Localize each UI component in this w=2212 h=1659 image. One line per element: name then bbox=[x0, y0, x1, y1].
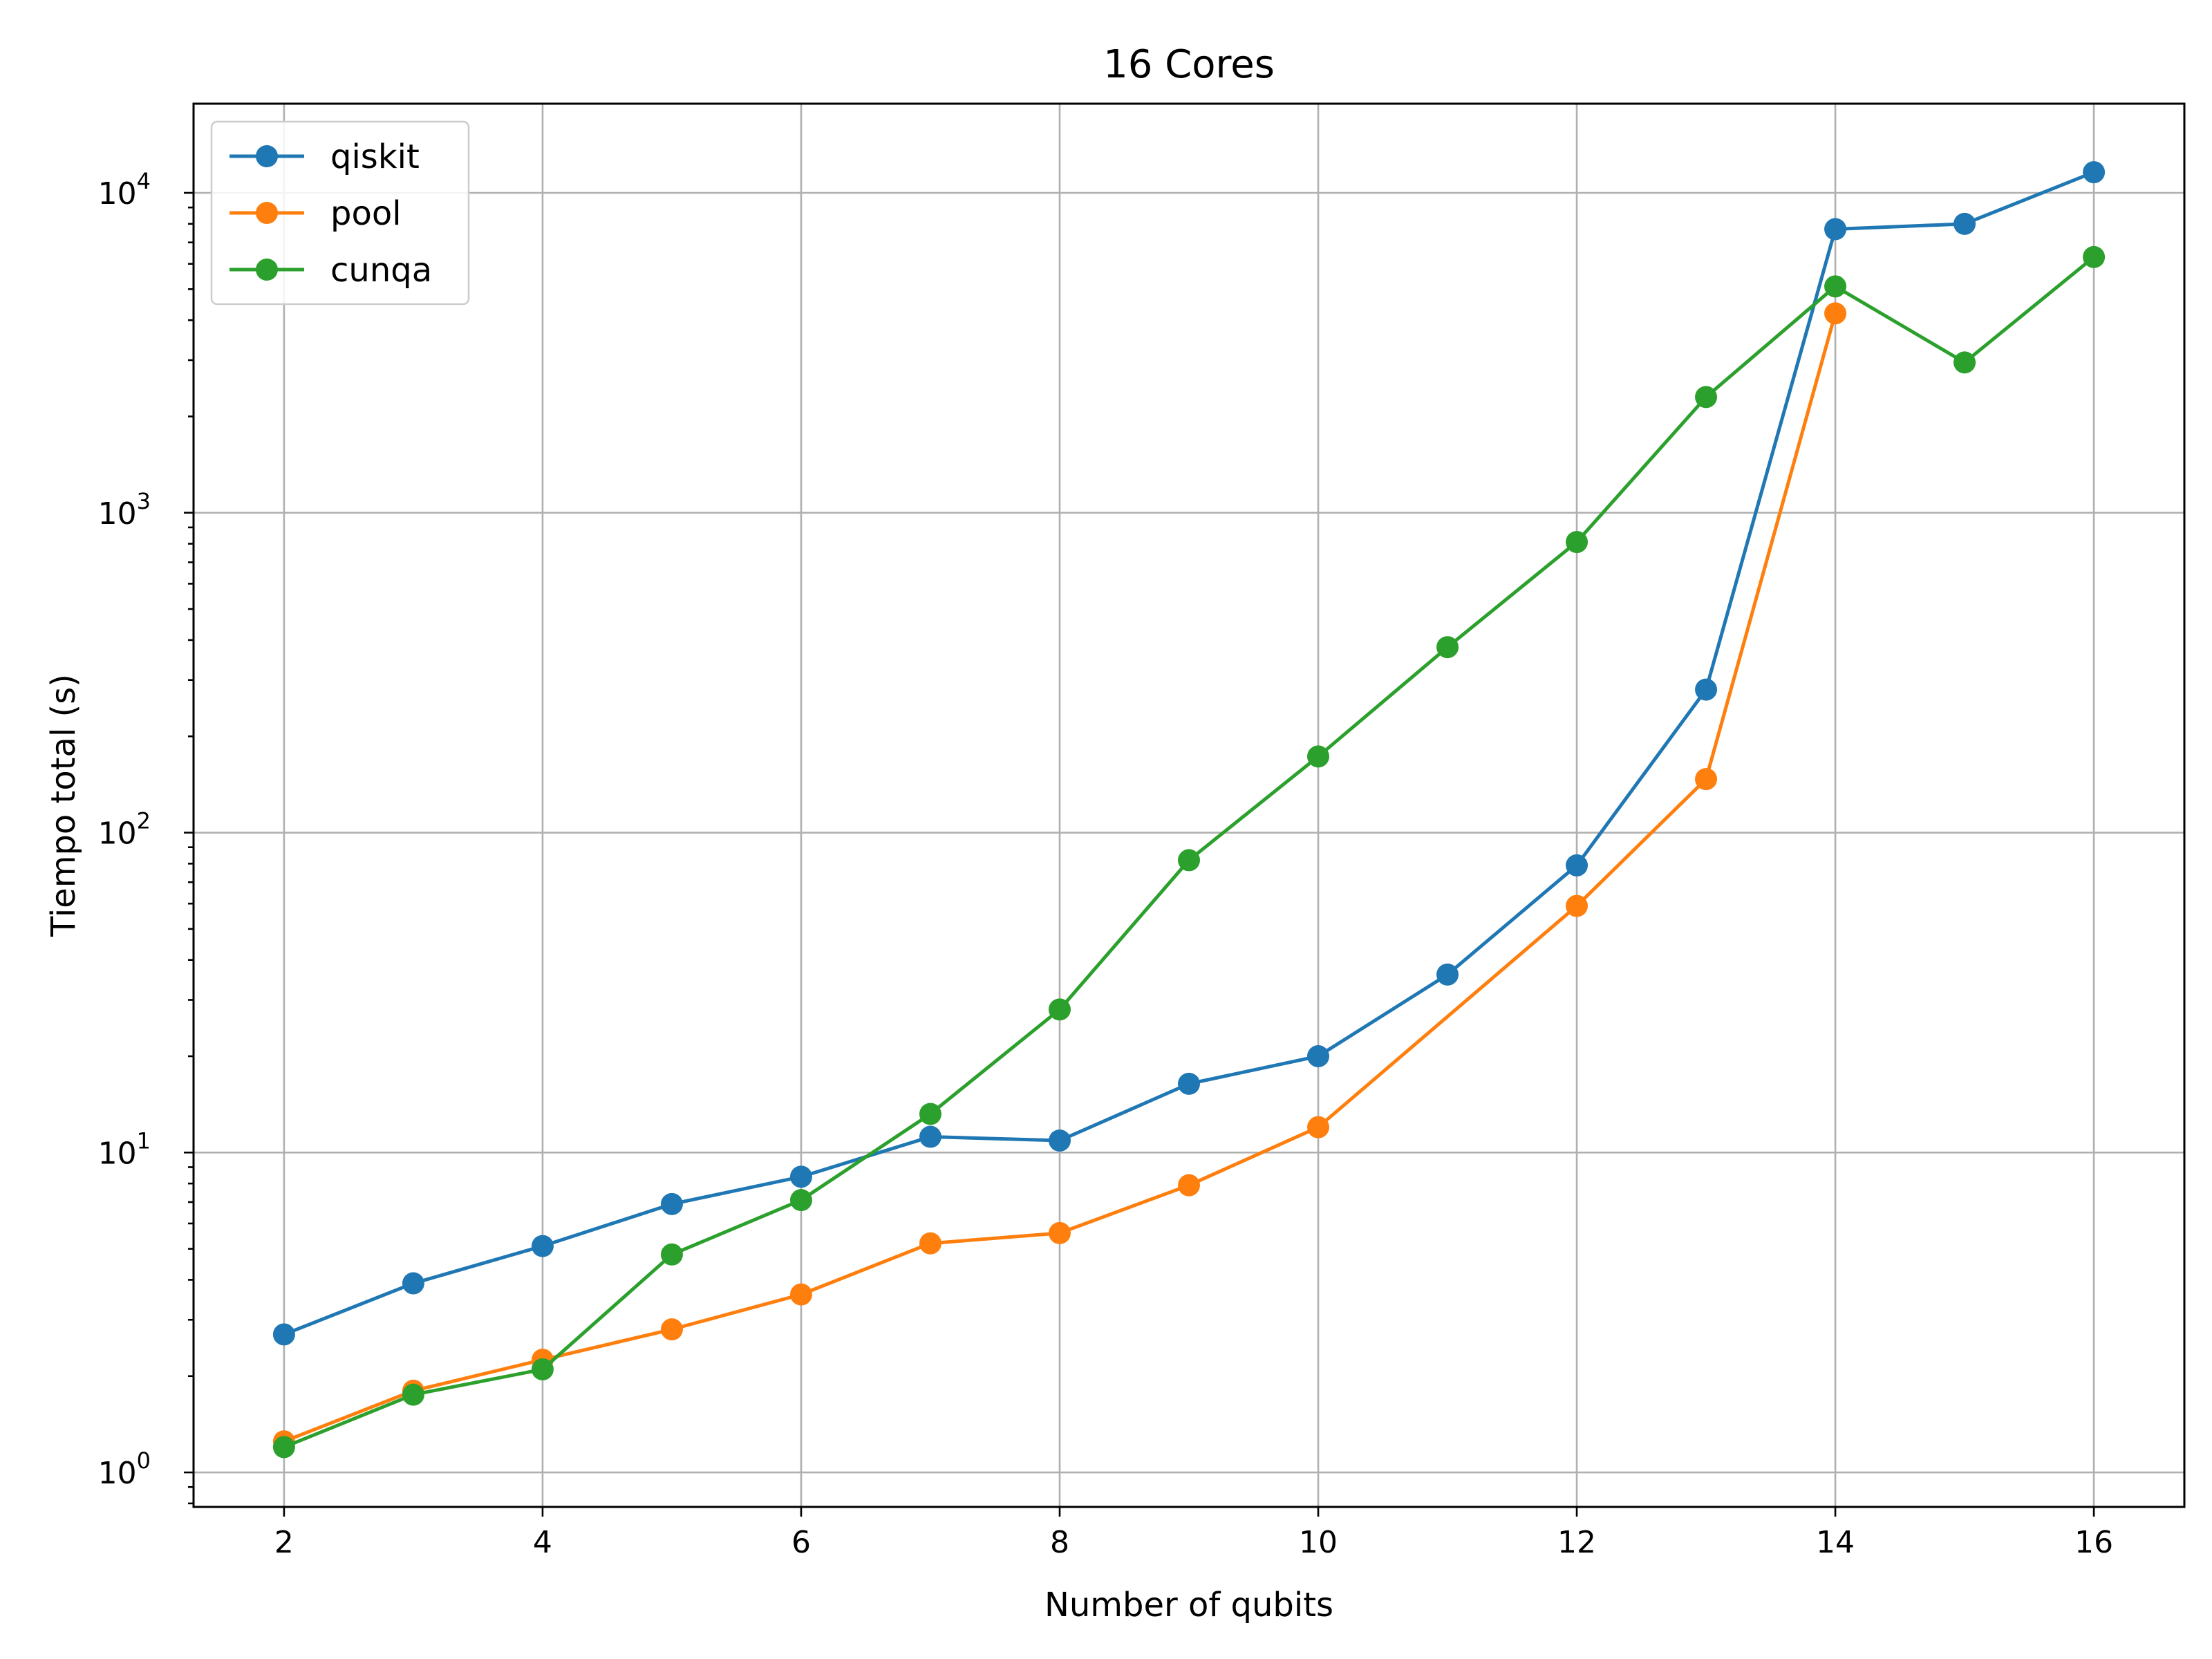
x-tick-label: 16 bbox=[2074, 1525, 2113, 1560]
series-cunqa bbox=[272, 245, 2106, 1459]
chart-title: 16 Cores bbox=[1103, 42, 1275, 87]
y-tick-label: 104 bbox=[98, 168, 151, 212]
data-point-qiskit bbox=[919, 1125, 941, 1148]
data-point-pool bbox=[660, 1318, 683, 1341]
data-point-cunqa bbox=[1307, 745, 1330, 768]
data-point-qiskit bbox=[531, 1235, 554, 1257]
y-tick-base: 10 bbox=[98, 176, 137, 212]
legend-label: qiskit bbox=[330, 138, 420, 176]
legend-item-qiskit: qiskit bbox=[229, 138, 420, 176]
data-point-cunqa bbox=[2083, 245, 2106, 268]
legend-item-pool: pool bbox=[229, 194, 402, 233]
y-tick-base: 10 bbox=[98, 1136, 137, 1171]
data-point-cunqa bbox=[1953, 351, 1976, 374]
data-point-qiskit bbox=[1953, 212, 1976, 235]
data-point-qiskit bbox=[660, 1192, 683, 1215]
data-point-qiskit bbox=[2083, 161, 2106, 184]
data-point-qiskit bbox=[1566, 854, 1588, 877]
grid-lines bbox=[194, 104, 2184, 1507]
plot-frame bbox=[192, 102, 2186, 1508]
data-point-cunqa bbox=[1178, 849, 1200, 872]
series-layer bbox=[272, 161, 2106, 1459]
y-tick-base: 10 bbox=[98, 496, 137, 532]
x-tick-label: 12 bbox=[1557, 1525, 1596, 1560]
y-tick-exponent: 1 bbox=[137, 1127, 151, 1154]
data-point-pool bbox=[1307, 1116, 1330, 1138]
data-point-pool bbox=[1824, 302, 1847, 325]
data-point-pool bbox=[919, 1232, 941, 1255]
data-point-qiskit bbox=[1048, 1129, 1071, 1152]
legend-box bbox=[210, 120, 470, 306]
x-tick-label: 8 bbox=[1050, 1525, 1069, 1560]
y-tick-base: 10 bbox=[98, 1456, 137, 1491]
x-tick-label: 2 bbox=[274, 1525, 294, 1560]
y-axis-label: Tiempo total (s) bbox=[44, 674, 83, 937]
x-tick-label: 14 bbox=[1816, 1525, 1855, 1560]
data-point-qiskit bbox=[1178, 1072, 1200, 1095]
data-point-qiskit bbox=[402, 1272, 424, 1295]
data-point-cunqa bbox=[402, 1383, 424, 1406]
data-point-cunqa bbox=[660, 1243, 683, 1266]
data-point-cunqa bbox=[789, 1189, 812, 1212]
data-point-pool bbox=[1566, 894, 1588, 917]
y-tick-exponent: 4 bbox=[137, 168, 151, 194]
y-tick-label: 100 bbox=[98, 1447, 151, 1491]
legend-swatch-marker bbox=[256, 259, 278, 281]
y-tick-exponent: 0 bbox=[137, 1447, 151, 1474]
series-line-qiskit bbox=[283, 170, 2095, 1336]
data-point-cunqa bbox=[1824, 275, 1847, 298]
y-tick-label: 103 bbox=[98, 488, 151, 532]
y-tick-label: 102 bbox=[98, 808, 151, 852]
y-tick-exponent: 2 bbox=[137, 808, 151, 834]
data-point-cunqa bbox=[1566, 531, 1588, 554]
series-line-pool bbox=[283, 312, 1837, 1443]
data-point-pool bbox=[1048, 1221, 1071, 1244]
data-point-qiskit bbox=[1695, 678, 1718, 701]
legend-label: pool bbox=[330, 194, 402, 233]
x-axis-label: Number of qubits bbox=[1044, 1586, 1333, 1624]
data-point-qiskit bbox=[789, 1165, 812, 1188]
series-qiskit bbox=[272, 161, 2106, 1346]
data-point-cunqa bbox=[531, 1358, 554, 1380]
data-point-cunqa bbox=[1436, 636, 1459, 659]
legend-swatch-marker bbox=[256, 145, 278, 167]
x-tick-label: 4 bbox=[533, 1525, 552, 1560]
data-point-cunqa bbox=[272, 1436, 295, 1459]
data-point-qiskit bbox=[1436, 963, 1459, 986]
data-point-qiskit bbox=[272, 1323, 295, 1346]
data-point-pool bbox=[1178, 1174, 1200, 1197]
data-point-cunqa bbox=[1695, 386, 1718, 409]
legend-swatch-marker bbox=[256, 202, 278, 224]
y-tick-label: 101 bbox=[98, 1127, 151, 1171]
y-tick-exponent: 3 bbox=[137, 488, 151, 514]
x-tick-label: 6 bbox=[791, 1525, 811, 1560]
data-point-pool bbox=[789, 1283, 812, 1306]
y-tick-base: 10 bbox=[98, 816, 137, 852]
data-point-cunqa bbox=[1048, 998, 1071, 1021]
data-point-pool bbox=[1695, 768, 1718, 791]
data-point-qiskit bbox=[1824, 218, 1847, 241]
legend-item-cunqa: cunqa bbox=[229, 251, 432, 290]
data-point-qiskit bbox=[1307, 1044, 1330, 1067]
legend: qiskit pool cunqa bbox=[210, 120, 470, 306]
x-tick-label: 10 bbox=[1299, 1525, 1338, 1560]
legend-label: cunqa bbox=[330, 251, 432, 290]
data-point-cunqa bbox=[919, 1103, 941, 1125]
